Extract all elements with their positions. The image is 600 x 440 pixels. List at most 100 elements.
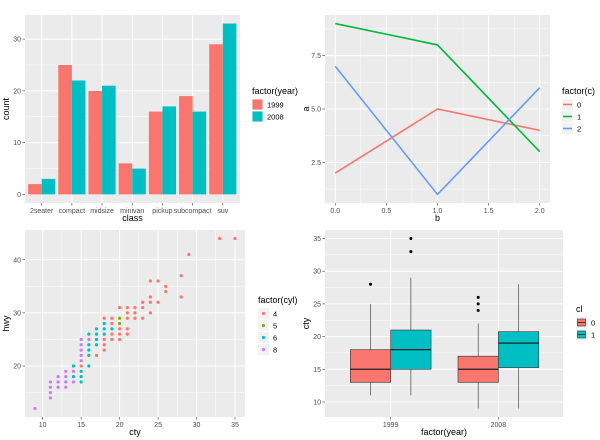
legend-point-key	[261, 323, 266, 328]
boxplot-2008-cl0	[457, 295, 499, 409]
bar-1999-minivan	[118, 163, 133, 195]
x-axis-title: cty	[129, 427, 141, 437]
point-cyl-4	[118, 337, 122, 342]
point-cyl-5	[118, 316, 122, 320]
bar-2008-compact	[71, 80, 86, 195]
point-cyl-4	[218, 236, 222, 241]
point-cyl-4	[148, 279, 152, 283]
point-cyl-6	[79, 369, 83, 373]
y-axis-title: count	[1, 97, 11, 120]
point-cyl-8	[64, 375, 68, 379]
box	[498, 331, 540, 368]
outlier-point	[409, 237, 413, 240]
legend-label: 4	[273, 310, 277, 319]
point-cyl-4	[110, 332, 114, 336]
outlier-point	[476, 302, 480, 306]
point-cyl-4	[141, 316, 145, 320]
point-cyl-6	[94, 343, 99, 347]
point-cyl-4	[133, 311, 137, 315]
point-cyl-8	[71, 380, 76, 384]
x-tick-label: 1.0	[433, 208, 443, 215]
point-cyl-4	[110, 316, 114, 320]
point-cyl-8	[79, 359, 83, 363]
point-cyl-8	[56, 385, 60, 389]
point-cyl-4	[102, 337, 106, 342]
point-cyl-8	[79, 343, 83, 347]
point-cyl-4	[179, 295, 183, 299]
point-cyl-4	[148, 300, 152, 304]
point-cyl-4	[94, 353, 99, 357]
bar-2008-pickup	[162, 106, 177, 195]
boxplot-2008-cl1	[498, 284, 540, 409]
point-cyl-4	[102, 316, 106, 320]
x-tick-label: 25	[154, 422, 162, 429]
legend-title: factor(year)	[252, 86, 298, 96]
point-cyl-8	[64, 369, 68, 373]
line-series-2	[334, 65, 541, 196]
y-tick-label: 5.0	[311, 107, 321, 114]
point-cyl-8	[56, 380, 60, 384]
point-cyl-4	[125, 332, 129, 336]
point-cyl-6	[102, 321, 106, 326]
point-cyl-8	[48, 380, 52, 384]
y-tick-label: 20	[13, 364, 21, 371]
legend-swatch	[252, 99, 263, 110]
point-cyl-4	[125, 305, 129, 310]
legend-label: 1999	[267, 101, 284, 110]
point-cyl-4	[148, 295, 152, 299]
x-tick-label: 35	[231, 422, 239, 429]
point-cyl-4	[102, 343, 106, 347]
legend-2: factor(c) 0 1 2	[562, 86, 595, 134]
box	[350, 349, 391, 383]
legend-label: 2008	[267, 113, 284, 122]
point-cyl-4	[125, 311, 129, 315]
point-cyl-4	[125, 327, 129, 331]
point-cyl-4	[164, 290, 168, 294]
legend-label: 1	[577, 113, 581, 122]
bar-2008-subcompact	[192, 111, 207, 195]
legend-point-key	[261, 347, 266, 352]
y-axis-title: hwy	[1, 315, 11, 332]
point-cyl-4	[102, 348, 106, 352]
outlier-point	[476, 308, 480, 312]
legend-label: 0	[591, 319, 595, 328]
y-tick-label: 30	[13, 37, 21, 44]
x-tick-label: compact	[59, 208, 86, 215]
y-axis-title: cty	[301, 317, 311, 329]
bar-1999-compact	[58, 64, 72, 195]
point-cyl-4	[110, 321, 114, 326]
panel-2: 2.5 5.0 7.5 b a 0.0 0.5 1.0 1.5 2.0	[301, 15, 550, 223]
legend-point-key	[261, 311, 266, 316]
bar-1999-subcompact	[179, 96, 193, 195]
point-cyl-8	[64, 380, 68, 384]
y-tick-label: 20	[13, 88, 21, 95]
point-cyl-4	[233, 236, 237, 241]
y-tick-label: 7.5	[311, 53, 321, 60]
bar-1999-2seater	[28, 184, 42, 195]
point-cyl-6	[102, 332, 106, 336]
point-cyl-4	[133, 316, 137, 320]
y-tick-label: 0	[17, 192, 21, 199]
legend-title: cl	[576, 304, 583, 314]
point-cyl-6	[110, 327, 114, 331]
bar-2008-suv	[222, 23, 237, 195]
point-cyl-4	[133, 305, 137, 310]
legend-label: 6	[273, 334, 277, 343]
point-cyl-6	[87, 353, 91, 357]
x-tick-label: 15	[77, 422, 85, 429]
x-tick-label: 2seater	[30, 208, 54, 215]
point-cyl-6	[94, 327, 99, 331]
x-tick-label: 0.0	[330, 208, 340, 215]
legend-3: factor(cyl) 4 5 6 8	[258, 295, 298, 355]
x-tick-label: 1.5	[484, 208, 494, 215]
bar-2008-minivan	[132, 168, 146, 195]
y-axis-title: a	[301, 106, 311, 111]
point-cyl-6	[94, 332, 99, 336]
y-tick-label: 30	[313, 269, 321, 276]
y-tick-label: 40	[13, 257, 21, 264]
x-tick-label: suv	[217, 208, 228, 215]
point-cyl-4	[141, 300, 145, 304]
point-cyl-8	[56, 375, 60, 379]
x-tick-label: pickup	[152, 208, 172, 215]
